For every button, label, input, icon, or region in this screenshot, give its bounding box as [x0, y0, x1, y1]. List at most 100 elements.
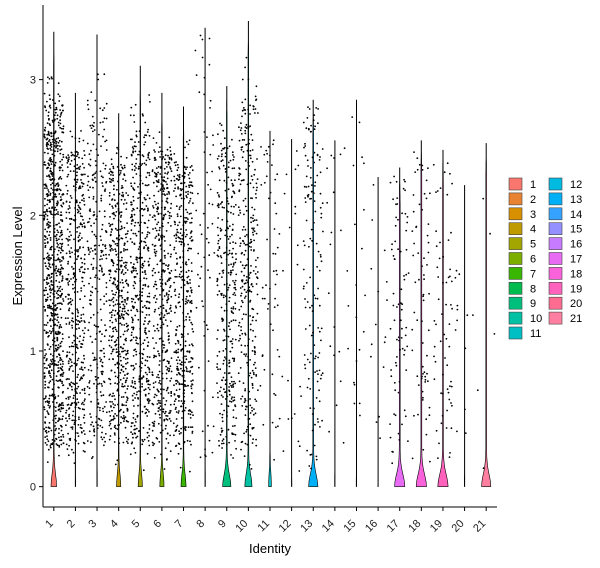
jitter-point — [416, 375, 419, 378]
jitter-point — [446, 162, 449, 165]
jitter-point — [187, 193, 189, 196]
jitter-point — [179, 373, 182, 376]
jitter-point — [68, 280, 71, 282]
jitter-point — [161, 408, 163, 410]
jitter-point — [183, 245, 185, 247]
jitter-point — [240, 252, 243, 255]
jitter-point — [319, 206, 322, 209]
violin-3 — [96, 34, 98, 487]
jitter-point — [167, 221, 170, 224]
jitter-point — [307, 193, 310, 196]
jitter-point — [60, 211, 62, 214]
jitter-point — [422, 396, 424, 399]
jitter-point — [244, 112, 247, 115]
jitter-point — [364, 294, 366, 297]
jitter-point — [183, 385, 185, 388]
jitter-point — [71, 448, 73, 451]
jitter-point — [126, 396, 128, 398]
jitter-point — [135, 256, 138, 259]
jitter-point — [122, 318, 125, 320]
jitter-point — [151, 243, 154, 246]
jitter-point — [248, 165, 251, 167]
jitter-point — [96, 383, 99, 386]
jitter-point — [135, 350, 138, 353]
jitter-point — [326, 167, 328, 170]
jitter-point — [148, 151, 151, 154]
jitter-point — [56, 204, 58, 207]
jitter-point — [89, 124, 92, 127]
jitter-point — [237, 214, 240, 217]
jitter-point — [81, 163, 84, 165]
jitter-point — [141, 214, 144, 217]
jitter-point — [230, 205, 233, 208]
jitter-point — [44, 442, 47, 444]
jitter-point — [61, 426, 63, 428]
jitter-point — [333, 326, 336, 328]
jitter-point — [190, 165, 193, 167]
jitter-point — [230, 401, 233, 403]
jitter-point — [226, 220, 229, 223]
jitter-point — [269, 154, 271, 157]
jitter-point — [61, 238, 63, 241]
jitter-point — [158, 441, 161, 443]
jitter-point — [111, 358, 114, 360]
jitter-point — [153, 194, 156, 197]
jitter-point — [141, 271, 144, 273]
jitter-point — [133, 145, 136, 148]
jitter-point — [240, 448, 242, 451]
jitter-point — [110, 369, 113, 372]
jitter-point — [114, 309, 117, 312]
jitter-point — [124, 301, 126, 303]
jitter-point — [239, 334, 241, 337]
jitter-point — [67, 260, 70, 263]
jitter-point — [314, 125, 316, 128]
jitter-point — [251, 442, 254, 444]
jitter-point — [125, 436, 128, 439]
jitter-point — [304, 197, 307, 199]
jitter-point — [450, 280, 453, 283]
jitter-point — [122, 203, 125, 205]
jitter-point — [48, 400, 51, 403]
jitter-point — [178, 293, 181, 296]
jitter-point — [448, 345, 451, 348]
jitter-point — [240, 398, 242, 400]
jitter-point — [81, 388, 84, 391]
jitter-point — [169, 272, 171, 275]
jitter-point — [241, 405, 244, 407]
jitter-point — [250, 241, 253, 244]
jitter-point — [212, 134, 214, 137]
jitter-point — [68, 218, 71, 220]
jitter-point — [252, 234, 255, 236]
jitter-point — [130, 334, 133, 336]
jitter-point — [83, 284, 85, 287]
jitter-point — [413, 242, 415, 245]
jitter-point — [134, 301, 137, 304]
jitter-point — [241, 264, 244, 267]
jitter-point — [165, 377, 168, 380]
jitter-point — [48, 159, 51, 162]
jitter-point — [299, 385, 301, 388]
jitter-point — [157, 271, 160, 274]
jitter-point — [169, 207, 172, 210]
jitter-point — [173, 281, 176, 284]
jitter-point — [124, 426, 127, 429]
jitter-point — [52, 327, 54, 330]
jitter-point — [251, 231, 254, 234]
jitter-point — [113, 371, 116, 374]
jitter-point — [81, 329, 84, 332]
jitter-point — [441, 313, 443, 315]
jitter-point — [254, 367, 257, 369]
jitter-point — [190, 262, 193, 264]
jitter-point — [137, 230, 140, 233]
jitter-point — [46, 122, 49, 124]
jitter-point — [242, 199, 245, 202]
y-tick-label: 0 — [30, 482, 36, 494]
jitter-point — [179, 188, 182, 190]
jitter-point — [139, 179, 142, 182]
jitter-point — [92, 125, 95, 128]
jitter-point — [43, 306, 46, 308]
jitter-point — [57, 257, 60, 260]
jitter-point — [185, 263, 188, 266]
jitter-point — [101, 438, 104, 441]
jitter-point — [138, 246, 141, 248]
